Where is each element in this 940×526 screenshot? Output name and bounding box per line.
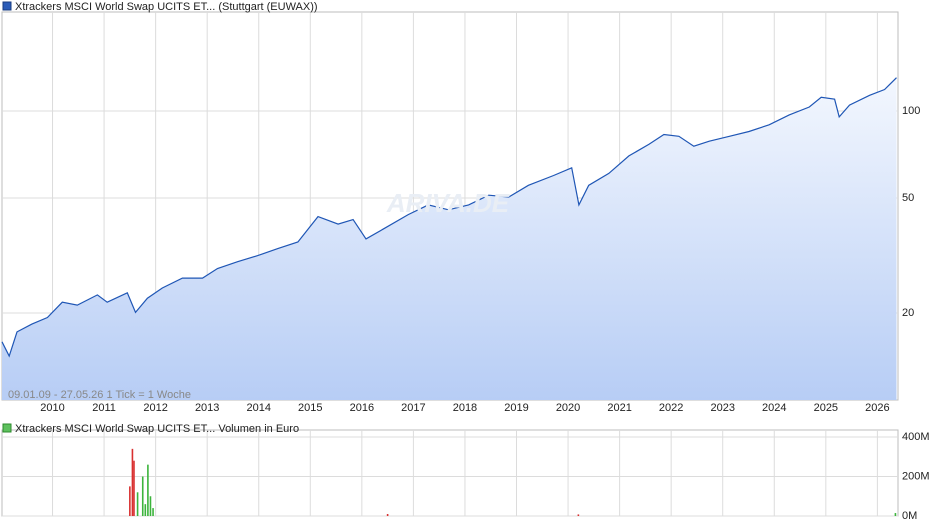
legend-swatch bbox=[2, 1, 12, 11]
x-tick-label: 2020 bbox=[556, 402, 580, 414]
range-note: 09.01.09 - 27.05.26 1 Tick = 1 Woche bbox=[8, 389, 191, 401]
plot-layer: 2010 2011 2012 2013 2014 2015 2016 2017 2018 2019… bbox=[1, 12, 930, 522]
x-tick-label: 2024 bbox=[762, 402, 786, 414]
volume-bar bbox=[894, 513, 897, 516]
y-tick-label: 0M bbox=[902, 510, 917, 522]
volume-bar bbox=[149, 496, 152, 516]
y-tick-label: 200M bbox=[902, 470, 930, 482]
volume-bar bbox=[133, 460, 135, 516]
x-tick-label: 2015 bbox=[298, 402, 322, 414]
x-tick-label: 2012 bbox=[143, 402, 167, 414]
volume-bar bbox=[152, 508, 154, 516]
volume-bar bbox=[147, 464, 149, 516]
x-tick-label: 2021 bbox=[607, 402, 631, 414]
price-area bbox=[2, 77, 897, 400]
x-tick-label: 2010 bbox=[40, 402, 64, 414]
x-tick-label: 2016 bbox=[350, 402, 374, 414]
x-tick-label: 2025 bbox=[814, 402, 838, 414]
price-line bbox=[1, 77, 897, 358]
volume-bar bbox=[129, 486, 131, 516]
x-tick-label: 2011 bbox=[92, 402, 116, 414]
x-tick-label: 2017 bbox=[401, 402, 425, 414]
y-tick-label: 20 bbox=[902, 307, 914, 319]
volume-bar bbox=[141, 476, 144, 516]
volume-frame bbox=[1, 429, 899, 517]
x-tick-label: 2013 bbox=[195, 402, 219, 414]
y-tick-label: 50 bbox=[902, 192, 914, 204]
volume-bar bbox=[144, 504, 147, 516]
x-tick-label: 2026 bbox=[865, 402, 889, 414]
x-tick-label: 2018 bbox=[453, 402, 477, 414]
volume-title: Xtrackers MSCI World Swap UCITS ET... Vo… bbox=[15, 423, 299, 435]
x-tick-label: 2022 bbox=[659, 402, 683, 414]
volume-bar bbox=[136, 492, 139, 516]
y-tick-label: 100 bbox=[902, 105, 920, 117]
x-tick-label: 2019 bbox=[504, 402, 528, 414]
volume-bar bbox=[386, 514, 389, 516]
volume-bar bbox=[131, 448, 134, 516]
x-tick-label: 2023 bbox=[710, 402, 734, 414]
y-tick-label: 400M bbox=[902, 431, 930, 443]
price-title: Xtrackers MSCI World Swap UCITS ET... (S… bbox=[15, 1, 318, 13]
watermark: ARIVA.DE bbox=[386, 188, 510, 218]
legend-swatch bbox=[2, 423, 12, 433]
volume-bar bbox=[577, 514, 580, 516]
x-tick-label: 2014 bbox=[246, 402, 270, 414]
